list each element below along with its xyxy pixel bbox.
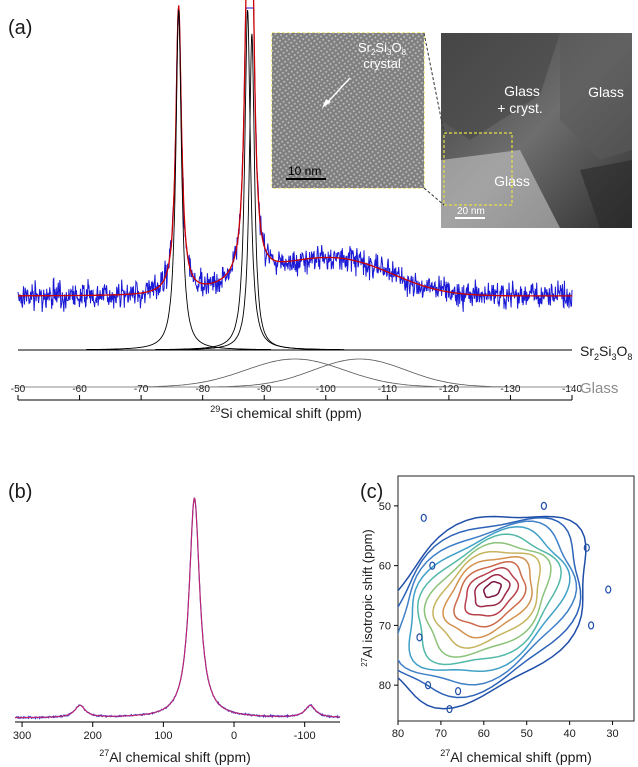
panel-b-xlabel: 27Al chemical shift (ppm) — [99, 748, 251, 765]
panel-a-tick-label: -110 — [378, 384, 398, 395]
panel-b-tick-label: 300 — [13, 730, 31, 742]
inset-crystal-formula: Sr2Si3O8 — [358, 40, 407, 57]
inset-right-scale-text: 20 nm — [457, 206, 485, 217]
panel-c-ytick-label: 80 — [379, 680, 391, 692]
contour-blob-4 — [605, 585, 612, 594]
panel-c-axis: 80 70 60 50 40 30 50 60 70 80 — [379, 501, 619, 740]
panel-a-tick-label: -80 — [195, 384, 210, 395]
contour-blob-5 — [583, 543, 590, 552]
panel-c-ylabel: 27Al isotropic shift (ppm) — [360, 529, 375, 667]
crystal-component-1 — [86, 9, 271, 350]
inset-tem-image: Glass + cryst. Glass Glass 20 nm — [441, 33, 632, 228]
panel-b-experimental — [15, 497, 341, 720]
inset-arrow — [325, 77, 351, 105]
inset-crystal-image: Sr2Si3O8 crystal 10 nm — [271, 32, 425, 189]
legend-sr2si3o8: Sr2Si3O8 — [580, 343, 632, 362]
panel-b-label: (b) — [8, 481, 32, 503]
panel-b-axis: 300 200 100 0 -100 — [13, 721, 340, 742]
panel-c-ytick-label: 70 — [379, 620, 391, 632]
panel-c-xtick-label: 60 — [478, 728, 490, 740]
crystal-component-3 — [159, 33, 345, 351]
panel-c-label: (c) — [360, 481, 383, 503]
legend-glass: Glass — [580, 380, 618, 397]
panel-a: (a) -50 -60 -70 -80 -90 -100 -110 -120 -130 -140 … — [8, 0, 632, 421]
contour-blob-2 — [429, 561, 436, 570]
contour-level-3 — [398, 520, 578, 686]
panel-a-label: (a) — [8, 17, 32, 39]
panel-c-ytick-label: 50 — [379, 501, 391, 513]
contour-level-10 — [464, 567, 520, 617]
panel-a-tick-label: -120 — [439, 384, 459, 395]
contour-blob-9 — [540, 501, 547, 510]
contour-group — [398, 501, 612, 714]
inset-right-scalebar — [455, 217, 485, 219]
contour-blob-3 — [416, 633, 423, 642]
inset-arrowhead — [322, 99, 331, 108]
contour-level-2 — [398, 517, 582, 699]
inset-crystal-word: crystal — [363, 56, 401, 71]
tem-label-glass-cryst-2: + cryst. — [497, 100, 543, 116]
panel-a-xlabel: 29Si chemical shift (ppm) — [210, 404, 362, 421]
contour-level-9 — [453, 560, 527, 628]
panel-b-tick-label: 200 — [84, 730, 102, 742]
panel-a-curves — [17, 0, 573, 388]
panel-c-frame — [397, 475, 635, 722]
tem-label-glass-cryst-1: Glass — [504, 83, 540, 99]
contour-level-5 — [416, 533, 562, 666]
panel-b: (b) 300 200 100 0 -100 27Al chemical shift (… — [8, 481, 341, 765]
panel-a-tick-label: -70 — [134, 384, 149, 395]
panel-b-tick-label: 100 — [154, 730, 172, 742]
panel-b-tick-label: -100 — [294, 730, 316, 742]
panel-c-xtick-label: 50 — [521, 728, 533, 740]
contour-level-8 — [442, 556, 533, 639]
panel-c-xtick-label: 70 — [435, 728, 447, 740]
contour-blob-6 — [446, 704, 453, 714]
glass-component-2 — [18, 358, 572, 388]
inset-left-scalebar — [286, 178, 326, 180]
fit-curve — [18, 0, 572, 297]
panel-a-tick-label: -50 — [11, 384, 26, 395]
panel-c-xlabel: 27Al chemical shift (ppm) — [440, 748, 592, 765]
tem-label-glass-right: Glass — [588, 84, 624, 100]
panel-c-contours — [398, 501, 612, 714]
panel-c-xtick-label: 40 — [564, 728, 576, 740]
contour-blob-1 — [420, 513, 427, 522]
contour-level-12 — [483, 580, 502, 599]
contour-blob-10 — [424, 681, 432, 690]
contour-blob-8 — [587, 621, 595, 630]
panel-c: (c) 80 70 60 50 40 30 50 60 70 80 27Al chemical s… — [360, 475, 635, 765]
panel-b-curves — [15, 497, 341, 720]
contour-level-11 — [474, 573, 511, 608]
contour-level-7 — [432, 550, 541, 649]
panel-a-tick-label: -130 — [500, 384, 520, 395]
contour-blob-7 — [454, 687, 462, 696]
panel-a-axis: -50 -60 -70 -80 -90 -100 -110 -120 -130 -140 — [11, 384, 582, 401]
panel-a-tick-label: -90 — [257, 384, 272, 395]
panel-a-tick-label: -100 — [316, 384, 336, 395]
contour-level-1 — [398, 515, 587, 710]
inset-left-scale-text: 10 nm — [288, 164, 321, 178]
panel-c-xtick-label: 30 — [606, 728, 618, 740]
experimental-spectrum — [17, 7, 573, 313]
contour-level-6 — [423, 541, 552, 658]
panel-c-ytick-label: 60 — [379, 561, 391, 573]
contour-level-4 — [408, 525, 571, 673]
panel-a-tick-label: -140 — [562, 384, 582, 395]
panel-c-xtick-label: 80 — [392, 728, 404, 740]
panel-b-fit — [15, 497, 340, 719]
panel-a-tick-label: -60 — [72, 384, 87, 395]
zoom-connector-bottom — [423, 187, 445, 206]
glass-component-1 — [18, 358, 572, 388]
zoom-connector-top — [423, 32, 445, 134]
panel-b-tick-label: 0 — [231, 730, 237, 742]
